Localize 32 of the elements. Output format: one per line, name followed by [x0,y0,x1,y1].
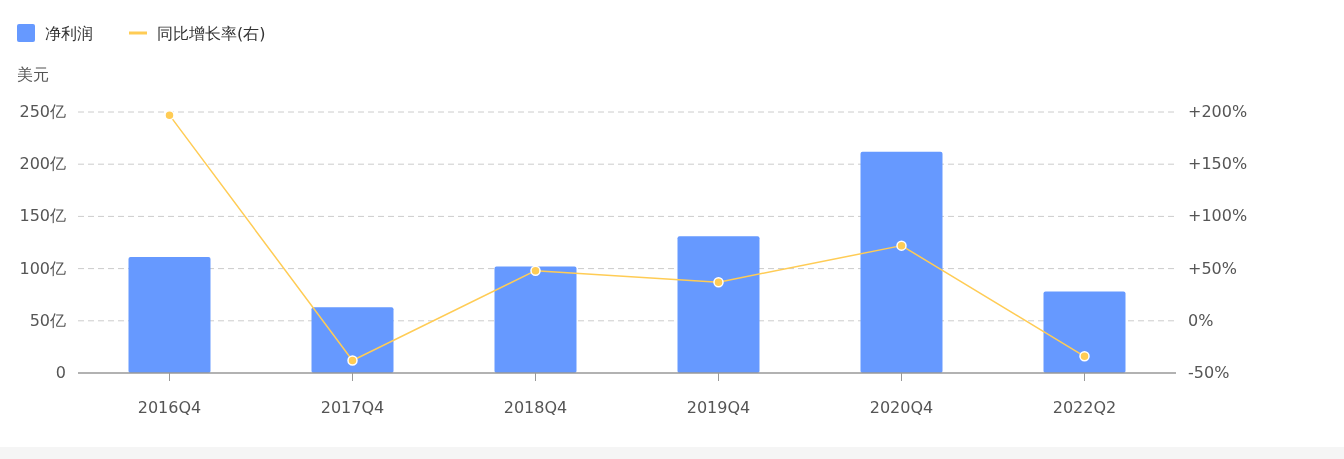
y-axis-title: 美元 [17,65,49,84]
y-tick-label: 150亿 [19,206,66,226]
y2-tick-label: +100% [1188,206,1248,226]
point [530,265,541,276]
y2-tick-label: -50% [1188,363,1230,382]
x-tick-label: 2016Q4 [137,398,202,417]
y2-tick-label: +150% [1188,154,1248,174]
y-tick-label: 200亿 [19,154,66,174]
bar [677,236,760,373]
point [713,276,724,288]
x-tick-label: 2020Q4 [869,398,934,417]
y-tick-label: 250亿 [19,102,66,121]
x-tick-label: 2018Q4 [503,398,568,417]
bar [1043,291,1126,373]
y2-tick-label: +50% [1188,258,1237,278]
point [1079,351,1090,362]
legend-label: 同比增长率(右) [157,24,266,43]
bar [311,307,394,373]
y-tick-label: 0 [55,363,66,382]
x-tick-label: 2019Q4 [686,398,751,417]
x-tick-label: 2022Q2 [1052,398,1117,417]
point [896,240,907,251]
y-tick-label: 50亿 [29,310,66,330]
y2-tick-label: 0% [1188,310,1214,330]
bar [494,266,577,373]
point [347,355,358,366]
x-tick-label: 2017Q4 [320,398,385,417]
bar [128,257,211,373]
bar [860,151,943,373]
legend-label: 净利润 [45,24,93,43]
y2-tick-label: +200% [1188,102,1248,121]
y-tick-label: 100亿 [19,258,66,278]
